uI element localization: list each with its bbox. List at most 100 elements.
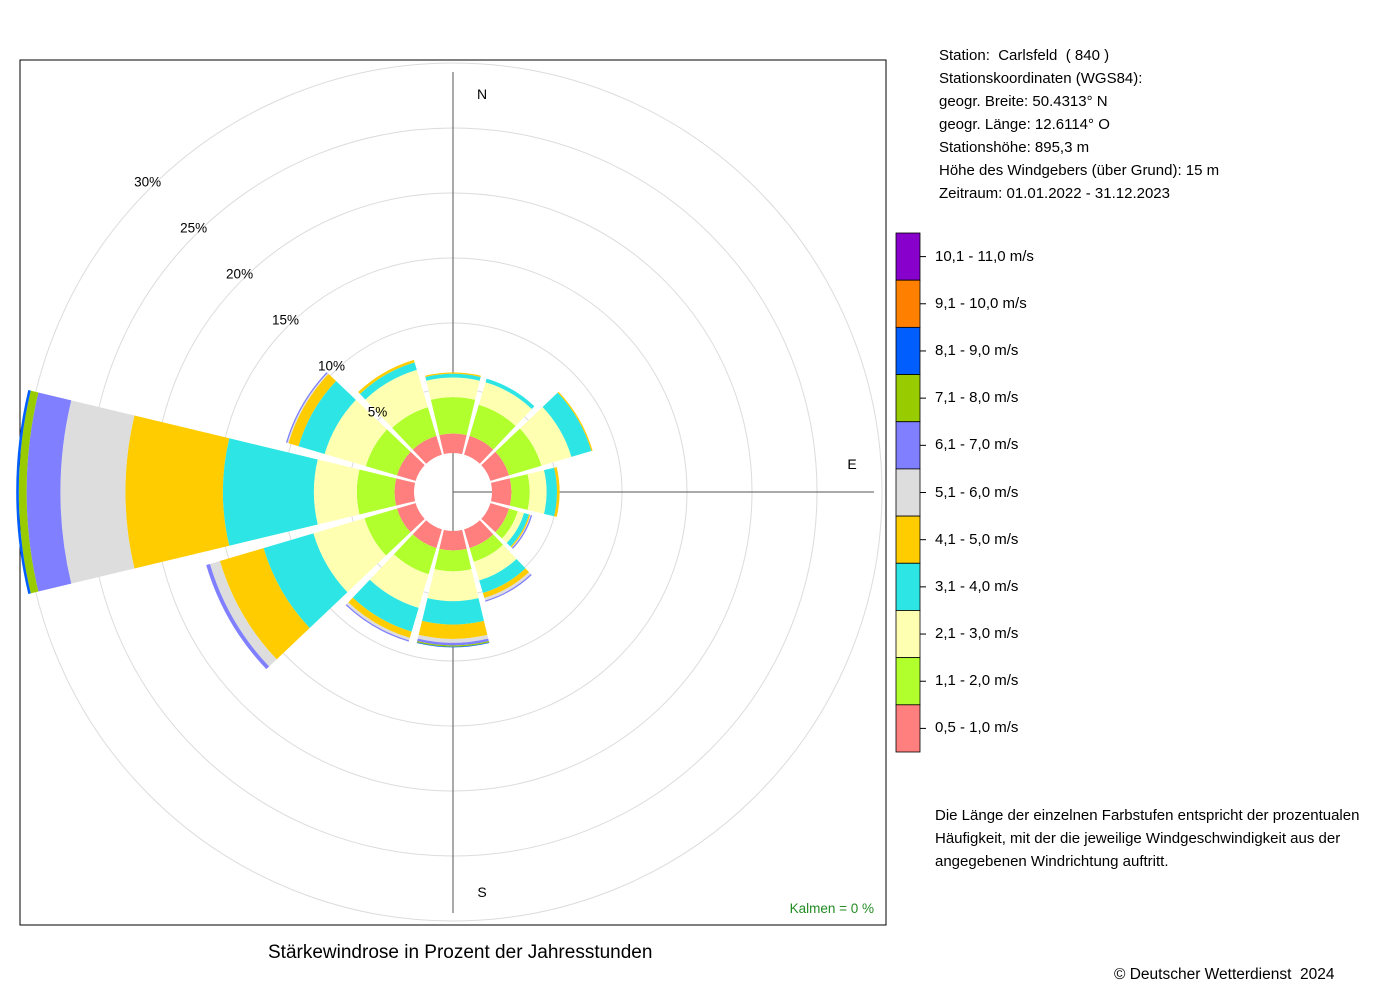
copyright: © Deutscher Wetterdienst 2024: [1114, 966, 1335, 983]
sector-segment: [510, 514, 531, 548]
sector-segment: [481, 503, 510, 533]
sector-segment: [358, 359, 415, 394]
sector-segment: [544, 467, 558, 517]
legend-swatch: [895, 515, 921, 564]
sector-segment: [60, 400, 135, 584]
sector-segment: [392, 407, 437, 450]
time-period: Zeitraum: 01.01.2022 - 31.12.2023: [939, 185, 1170, 202]
sector-segment: [352, 579, 419, 632]
legend-swatch: [895, 704, 921, 753]
compass-label-n: N: [477, 86, 487, 102]
station-latitude: geogr. Breite: 50.4313° N: [939, 93, 1108, 110]
sector-segment: [473, 544, 517, 581]
sector-segment: [125, 415, 230, 569]
station-altitude: Stationshöhe: 895,3 m: [939, 139, 1090, 156]
sector-segment: [412, 520, 442, 549]
explanation-note: Die Länge der einzelnen Farbstufen entsp…: [935, 804, 1359, 873]
sector-segment: [469, 534, 504, 562]
station-info: Station: Carlsfeld ( 840 ) Stationskoord…: [939, 44, 1219, 205]
sector-segment: [482, 568, 530, 598]
legend-swatch: [895, 232, 921, 281]
sector-segment: [417, 638, 489, 646]
station-coords-heading: Stationskoordinaten (WGS84):: [939, 70, 1143, 87]
legend-label: 7,1 - 8,0 m/s: [935, 389, 1019, 407]
speed-legend: [895, 232, 926, 753]
sector-segment: [396, 451, 425, 481]
note-line: Häufigkeit, mit der die jeweilige Windge…: [935, 830, 1341, 847]
legend-swatch: [895, 279, 921, 328]
sector-segment: [393, 534, 437, 575]
sector-segment: [485, 378, 535, 410]
legend-label: 10,1 - 11,0 m/s: [935, 247, 1034, 265]
sector-segment: [434, 548, 472, 572]
sector-segment: [222, 438, 318, 546]
legend-label: 1,1 - 2,0 m/s: [935, 672, 1019, 690]
sector-segment: [495, 508, 518, 539]
sector-segment: [365, 369, 428, 428]
sector-segment: [263, 533, 348, 629]
sector-segment: [502, 511, 525, 544]
sector-segment: [422, 598, 484, 625]
legend-swatch: [895, 374, 921, 423]
ring-label: 15%: [272, 313, 299, 328]
ring-label: 20%: [226, 267, 253, 282]
legend-label: 4,1 - 5,0 m/s: [935, 530, 1019, 548]
sector-segment: [418, 620, 488, 639]
sector-segment: [369, 554, 429, 608]
sector-segment: [509, 474, 530, 510]
sector-segment: [430, 397, 476, 436]
sector-segment: [519, 406, 572, 466]
sector-segment: [464, 435, 494, 464]
legend-label: 3,1 - 4,0 m/s: [935, 577, 1019, 595]
compass-label-s: S: [477, 884, 486, 900]
chart-caption: Stärkewindrose in Prozent der Jahresstun…: [268, 942, 653, 963]
sector-segment: [26, 392, 72, 592]
sector-segment: [288, 373, 337, 447]
sector-segment: [16, 390, 31, 594]
legend-label: 2,1 - 3,0 m/s: [935, 625, 1019, 643]
sector-segment: [324, 399, 387, 467]
sector-segment: [427, 569, 479, 602]
sector-segment: [439, 433, 467, 455]
ring-label: 10%: [318, 358, 345, 373]
sector-segment: [542, 392, 592, 457]
sector-segment: [394, 478, 416, 506]
note-line: Die Länge der einzelnen Farbstufen entsp…: [935, 807, 1360, 824]
sector-segment: [425, 373, 481, 381]
sector-segment: [490, 478, 512, 506]
sector-segment: [484, 572, 531, 601]
sector-segment: [425, 372, 481, 377]
legend-swatch: [895, 326, 921, 375]
sector-segment: [359, 362, 417, 400]
legend-swatch: [895, 468, 921, 517]
sector-segment: [481, 451, 510, 481]
legend-label: 5,1 - 6,0 m/s: [935, 483, 1019, 501]
sector-segment: [348, 597, 412, 638]
sector-segment: [506, 513, 530, 547]
legend-swatch: [895, 657, 921, 706]
sector-segment: [346, 602, 410, 641]
station-name: Station: Carlsfeld ( 840 ): [939, 47, 1110, 64]
calm-label: Kalmen = 0 %: [790, 901, 874, 916]
sector-segment: [298, 381, 356, 454]
sector-segment: [511, 515, 533, 549]
legend-label: 0,5 - 1,0 m/s: [935, 719, 1019, 737]
sector-segment: [356, 469, 397, 515]
note-line: angegebenen Windrichtung auftritt.: [935, 853, 1169, 870]
legend-label: 6,1 - 7,0 m/s: [935, 436, 1019, 454]
legend-swatch: [895, 610, 921, 659]
sector-segment: [417, 634, 489, 643]
sector-segment: [219, 548, 310, 660]
sector-segment: [396, 503, 425, 533]
sector-segment: [416, 642, 490, 648]
sector-segment: [495, 428, 542, 476]
sector-segment: [478, 382, 532, 426]
anemometer-height: Höhe des Windgebers (über Grund): 15 m: [939, 162, 1220, 179]
sector-segment: [412, 435, 442, 464]
sector-segment: [313, 518, 387, 593]
compass-label-e: E: [847, 456, 856, 472]
sector-segment: [426, 377, 480, 400]
sector-segment: [416, 641, 490, 647]
compass-labels: N E S: [477, 86, 857, 900]
